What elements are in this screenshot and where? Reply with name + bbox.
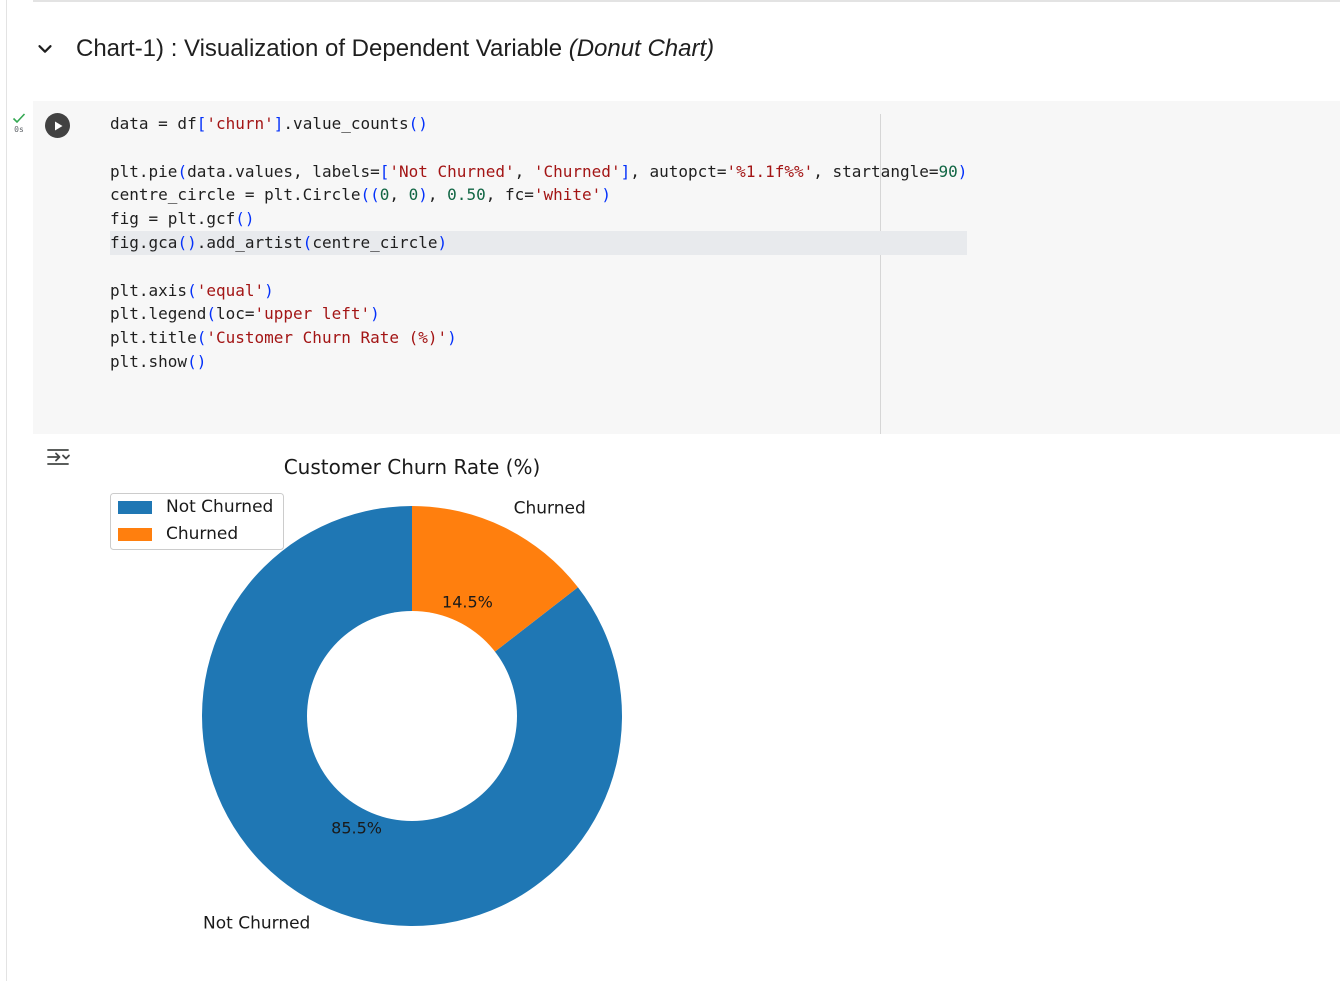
code-line[interactable]: data = df['churn'].value_counts() <box>110 112 967 136</box>
code-token: ] <box>620 161 631 181</box>
code-token: 'Churned' <box>533 161 621 181</box>
code-line[interactable] <box>110 255 967 279</box>
execution-status: 0s <box>11 112 27 135</box>
code-token: , fc= <box>485 185 534 205</box>
code-token: () <box>408 114 428 133</box>
chart-title: Customer Churn Rate (%) <box>284 455 541 479</box>
code-token: ( <box>206 304 216 324</box>
code-line[interactable]: centre_circle = plt.Circle((0, 0), 0.50,… <box>110 183 967 207</box>
section-title-italic: (Donut Chart) <box>568 35 715 62</box>
code-token: plt.title <box>110 328 197 348</box>
code-editor[interactable]: data = df['churn'].value_counts() plt.pie… <box>110 112 968 374</box>
code-token: ] <box>273 114 284 133</box>
code-token: 90 <box>938 161 958 181</box>
slice-label: Not Churned <box>203 913 310 933</box>
code-token: [ <box>379 161 390 181</box>
code-token: ) <box>447 328 457 348</box>
code-token: , <box>427 185 448 205</box>
slice-percent-label: 85.5% <box>331 819 382 838</box>
code-token: [ <box>196 114 207 133</box>
code-token: ) <box>437 232 448 252</box>
slice-label: Churned <box>514 499 586 519</box>
code-token: plt.legend <box>110 304 207 324</box>
code-line[interactable]: plt.title('Customer Churn Rate (%)') <box>110 326 967 350</box>
check-icon <box>12 113 26 124</box>
code-token: data = df <box>110 114 197 133</box>
donut-hole <box>307 611 517 821</box>
code-token: '%1.1f%%' <box>726 161 814 181</box>
code-token: ( <box>177 161 188 181</box>
code-token: , autopct= <box>630 161 727 181</box>
code-token: data.values, labels= <box>187 161 380 181</box>
code-token: () <box>177 232 197 252</box>
code-line[interactable]: plt.legend(loc='upper left') <box>110 302 967 326</box>
code-token: 'equal' <box>196 280 265 300</box>
code-line[interactable]: plt.pie(data.values, labels=['Not Churne… <box>110 160 967 184</box>
run-cell-button[interactable] <box>45 113 70 138</box>
code-token: plt.pie <box>110 161 178 181</box>
code-token: 'Not Churned' <box>389 161 515 181</box>
code-token: 0.50 <box>447 185 486 205</box>
output-toggle-button[interactable] <box>45 444 73 470</box>
code-token: ) <box>370 304 380 324</box>
code-token: plt.show <box>110 351 188 371</box>
execution-time: 0s <box>14 125 24 134</box>
code-token: 'Customer Churn Rate (%)' <box>206 328 448 348</box>
code-token: fig = plt.gcf <box>110 209 236 229</box>
code-token: ( <box>302 232 313 252</box>
code-token: (( <box>360 185 380 205</box>
section-header: Chart-1) : Visualization of Dependent Va… <box>30 28 714 70</box>
code-token: fig.gca <box>110 232 178 252</box>
code-line[interactable]: fig = plt.gcf() <box>110 207 967 231</box>
code-token: centre_circle <box>312 232 438 252</box>
section-title: Chart-1) : Visualization of Dependent Va… <box>76 35 714 63</box>
code-token: loc= <box>215 304 255 324</box>
legend-entry: Churned <box>166 524 238 544</box>
notebook-left-border <box>6 0 7 981</box>
code-token: centre_circle = plt.Circle <box>110 185 361 205</box>
code-token: 'churn' <box>206 114 274 133</box>
code-token: 0 <box>408 185 419 205</box>
code-token: 0 <box>379 185 390 205</box>
code-token: , <box>389 185 409 205</box>
code-token: plt.axis <box>110 280 188 300</box>
code-token: .add_artist <box>196 232 303 252</box>
code-token: .value_counts <box>283 114 409 133</box>
code-token: () <box>187 351 207 371</box>
code-ruler <box>880 114 881 434</box>
legend-entry: Not Churned <box>166 497 273 517</box>
legend-frame <box>110 493 284 550</box>
chevron-down-icon[interactable] <box>30 34 60 64</box>
section-title-main: Chart-1) : Visualization of Dependent Va… <box>76 35 569 62</box>
code-token: () <box>235 209 255 229</box>
legend-swatch <box>118 501 152 514</box>
chart-labels: Not Churned 85.5% Churned 14.5% <box>203 499 586 934</box>
code-token: 'upper left' <box>254 304 371 324</box>
code-token: , <box>514 161 534 181</box>
legend-swatch <box>118 528 152 541</box>
code-token: ( <box>196 328 207 348</box>
output-collapse-icon <box>47 449 70 465</box>
code-token: ) <box>418 185 428 205</box>
code-cell[interactable] <box>33 101 1340 434</box>
code-token: ( <box>187 280 197 300</box>
code-token: ) <box>264 280 274 300</box>
code-token: ) <box>957 161 968 181</box>
code-line[interactable]: fig.gca().add_artist(centre_circle) <box>110 230 968 255</box>
play-icon <box>54 121 62 130</box>
code-token: 'white' <box>533 185 602 205</box>
code-line[interactable] <box>110 136 967 160</box>
donut-chart: Not Churned 85.5% Churned 14.5% Customer Ch… <box>110 455 623 934</box>
cell-top-border <box>33 0 1340 2</box>
slice-percent-label: 14.5% <box>442 592 493 611</box>
code-line[interactable]: plt.show() <box>110 350 967 374</box>
code-line[interactable]: plt.axis('equal') <box>110 279 967 303</box>
code-token: , startangle= <box>813 161 939 181</box>
chart-legend[interactable]: Not Churned Churned <box>110 493 284 550</box>
code-token: ) <box>601 185 611 205</box>
